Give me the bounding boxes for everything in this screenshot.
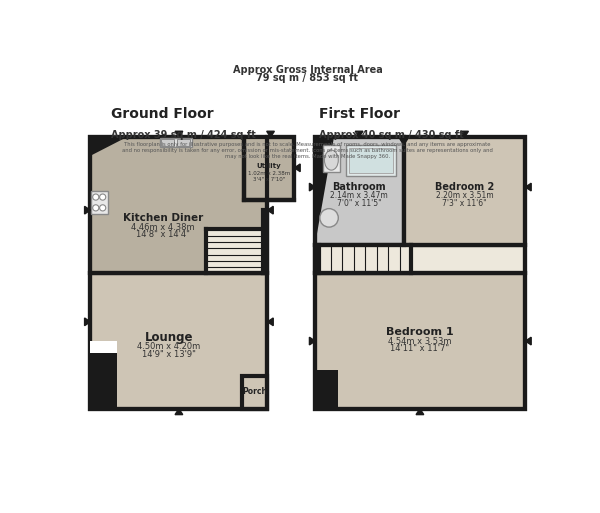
Bar xyxy=(315,245,526,273)
Text: Approx 39 sq m / 424 sq ft: Approx 39 sq m / 424 sq ft xyxy=(111,130,256,140)
Circle shape xyxy=(100,205,106,211)
Bar xyxy=(323,145,340,172)
Polygon shape xyxy=(175,409,183,415)
Polygon shape xyxy=(85,206,91,214)
Polygon shape xyxy=(85,318,91,326)
Bar xyxy=(244,137,295,200)
Text: 2.20m x 3.51m: 2.20m x 3.51m xyxy=(436,191,493,200)
Polygon shape xyxy=(310,183,315,191)
Bar xyxy=(91,341,116,352)
Polygon shape xyxy=(268,206,273,214)
Polygon shape xyxy=(461,131,469,137)
Bar xyxy=(349,148,393,173)
Polygon shape xyxy=(268,318,273,326)
Text: 14'11" x 11'7": 14'11" x 11'7" xyxy=(391,344,449,353)
Bar xyxy=(346,145,396,175)
Polygon shape xyxy=(315,137,334,152)
Polygon shape xyxy=(91,273,268,409)
Text: Bedroom 1: Bedroom 1 xyxy=(386,327,454,337)
Bar xyxy=(315,137,404,245)
Text: 1.02m x 2.38m: 1.02m x 2.38m xyxy=(248,171,290,176)
Text: Utility: Utility xyxy=(257,163,281,168)
Text: 14'9" x 13'9": 14'9" x 13'9" xyxy=(142,350,196,359)
Bar xyxy=(315,273,526,409)
Polygon shape xyxy=(266,131,274,137)
Text: Lounge: Lounge xyxy=(145,331,193,344)
Polygon shape xyxy=(400,139,407,145)
Ellipse shape xyxy=(325,150,338,170)
Text: 4.46m x 4.38m: 4.46m x 4.38m xyxy=(131,223,194,231)
Circle shape xyxy=(320,209,338,227)
Text: 79 sq m / 853 sq ft: 79 sq m / 853 sq ft xyxy=(257,73,359,83)
Polygon shape xyxy=(315,137,334,245)
Text: 3'4" x 7'10": 3'4" x 7'10" xyxy=(253,177,285,182)
Polygon shape xyxy=(263,210,268,273)
Bar xyxy=(206,229,263,273)
Polygon shape xyxy=(175,131,183,137)
Polygon shape xyxy=(315,370,338,409)
Text: Approx 40 sq m / 430 sq ft: Approx 40 sq m / 430 sq ft xyxy=(319,130,464,140)
Polygon shape xyxy=(242,376,268,409)
Bar xyxy=(91,191,108,214)
Bar xyxy=(404,137,526,245)
Text: First Floor: First Floor xyxy=(319,107,400,121)
Text: 14'8" x 14'4": 14'8" x 14'4" xyxy=(136,230,190,239)
Polygon shape xyxy=(526,337,531,345)
Text: 7'3" x 11'6": 7'3" x 11'6" xyxy=(442,199,487,208)
Text: This floorplan is only for illustrative purposes and is not to scale. Measuremen: This floorplan is only for illustrative … xyxy=(122,143,493,159)
Polygon shape xyxy=(91,137,268,273)
Text: Ground Floor: Ground Floor xyxy=(111,107,214,121)
Text: Bathroom: Bathroom xyxy=(332,182,386,192)
Bar xyxy=(160,138,192,147)
Text: 7'0" x 11'5": 7'0" x 11'5" xyxy=(337,199,382,208)
Polygon shape xyxy=(416,409,424,415)
Polygon shape xyxy=(295,164,300,172)
Text: Approx Gross Internal Area: Approx Gross Internal Area xyxy=(233,66,382,75)
Polygon shape xyxy=(526,183,531,191)
Bar xyxy=(176,139,190,146)
Polygon shape xyxy=(91,137,127,156)
Polygon shape xyxy=(355,131,363,137)
Polygon shape xyxy=(91,352,116,409)
Text: 2.14m x 3.47m: 2.14m x 3.47m xyxy=(330,191,388,200)
Polygon shape xyxy=(310,337,315,345)
Bar xyxy=(161,139,174,146)
Text: 4.54m x 3.53m: 4.54m x 3.53m xyxy=(388,337,452,346)
Text: Porch: Porch xyxy=(242,387,267,397)
Circle shape xyxy=(100,194,106,200)
Circle shape xyxy=(92,194,99,200)
Text: 4.50m x 4.20m: 4.50m x 4.20m xyxy=(137,342,200,351)
Text: Kitchen Diner: Kitchen Diner xyxy=(122,213,203,223)
Circle shape xyxy=(92,205,99,211)
Bar xyxy=(319,245,412,273)
Text: Bedroom 2: Bedroom 2 xyxy=(435,182,494,192)
